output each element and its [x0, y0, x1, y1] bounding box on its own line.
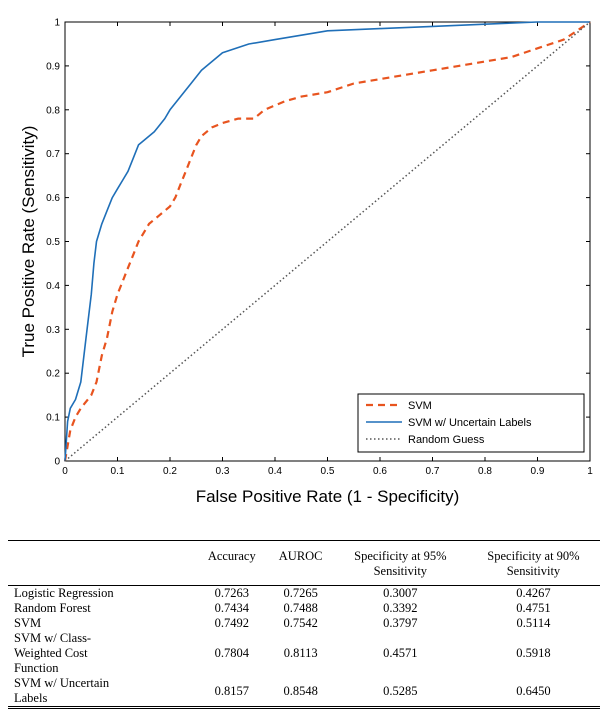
- metric-cell: 0.4267: [516, 586, 551, 600]
- header-method: [8, 541, 196, 586]
- y-tick-label: 1: [54, 18, 60, 29]
- header-spec-95: Specificity at 95% Sensitivity: [354, 549, 447, 578]
- metric-cell: 0.3007: [383, 586, 418, 600]
- x-tick-label: 0.6: [373, 466, 387, 477]
- metrics-table: Accuracy AUROC Specificity at 95% Sensit…: [8, 540, 600, 709]
- legend: SVM SVM w/ Uncertain Labels Random Guess: [357, 393, 585, 453]
- x-tick-label: 0.5: [321, 466, 335, 477]
- metric-cell: 0.7804: [214, 646, 249, 660]
- y-tick-label: 0.7: [46, 149, 60, 160]
- metric-cell: 0.5285: [383, 683, 418, 698]
- legend-label-1: SVM w/ Uncertain Labels: [408, 417, 532, 429]
- y-tick-label: 0: [54, 457, 60, 468]
- metric-cell: 0.5114: [516, 616, 551, 630]
- y-tick-label: 0.1: [46, 413, 60, 424]
- y-tick-label: 0.5: [46, 237, 60, 248]
- method-label: Logistic Regression: [14, 586, 114, 600]
- metric-cell: 0.5918: [516, 646, 551, 660]
- metric-cell: 0.4571: [383, 646, 418, 660]
- metric-cell: 0.7542: [283, 616, 318, 630]
- x-tick-label: 0.1: [111, 466, 125, 477]
- series-line-1: [64, 21, 590, 462]
- y-tick-label: 0.2: [46, 369, 60, 380]
- method-cell: SVM: [8, 616, 196, 631]
- method-label: SVM w/ Class-Weighted Cost Function: [14, 631, 92, 675]
- header-auroc: AUROC: [278, 549, 323, 563]
- x-tick-label: 0.4: [268, 466, 282, 477]
- x-tick-label: 0.7: [426, 466, 440, 477]
- results-table: Accuracy AUROC Specificity at 95% Sensit…: [8, 540, 600, 709]
- metric-cell: 0.3392: [383, 601, 418, 615]
- legend-box: [357, 393, 585, 453]
- x-axis-label: False Positive Rate (1 - Specificity): [196, 487, 460, 506]
- method-label: SVM: [14, 616, 42, 630]
- table-header-row: Accuracy AUROC Specificity at 95% Sensit…: [8, 540, 600, 586]
- metric-cell: 0.8157: [214, 683, 249, 698]
- method-cell: SVM w/ Class-Weighted Cost Function: [8, 631, 196, 676]
- roc-chart: 0 0.1 0.2 0.3 0.4 0.5 0.6 0.7 0.8 0.9 1 0 0.1 0.2 0.3 0…: [19, 18, 593, 507]
- metric-cell: 0.7263: [214, 586, 249, 600]
- table-row: Random Forest 0.7434 0.7488 0.3392 0.4751: [8, 601, 600, 616]
- metric-cell: 0.8113: [283, 646, 318, 660]
- x-tick-label: 0.9: [531, 466, 545, 477]
- method-label: SVM w/ Uncertain Labels: [14, 676, 110, 705]
- method-cell: Logistic Regression: [8, 586, 196, 602]
- y-tick-label: 0.9: [46, 61, 60, 72]
- y-tick-label: 0.4: [46, 281, 60, 292]
- method-cell: Random Forest: [8, 601, 196, 616]
- y-axis-label: True Positive Rate (Sensitivity): [19, 126, 38, 358]
- x-tick-label: 0.3: [216, 466, 230, 477]
- series-line-0: [63, 21, 591, 462]
- table-row: SVM w/ Class-Weighted Cost Function 0.780…: [8, 631, 600, 676]
- header-accuracy: Accuracy: [207, 549, 256, 563]
- x-tick-label: 0.2: [163, 466, 177, 477]
- method-label: Random Forest: [14, 601, 91, 615]
- legend-label-2: Random Guess: [408, 434, 485, 446]
- legend-label-0: SVM: [408, 400, 432, 412]
- series-group: [63, 21, 591, 462]
- metric-cell: 0.8548: [283, 683, 318, 698]
- metric-cell: 0.7492: [214, 616, 249, 630]
- metric-cell: 0.7434: [214, 601, 249, 615]
- header-spec-90: Specificity at 90% Sensitivity: [487, 549, 580, 578]
- table-row: SVM 0.7492 0.7542 0.3797 0.5114: [8, 616, 600, 631]
- metric-cell: 0.3797: [383, 616, 418, 630]
- y-tick-label: 0.8: [46, 105, 60, 116]
- method-cell: SVM w/ Uncertain Labels: [8, 676, 196, 708]
- table-body: Logistic Regression 0.7263 0.7265 0.3007 0.4…: [8, 586, 600, 708]
- table-row: SVM w/ Uncertain Labels 0.8157 0.8548 0.528…: [8, 676, 600, 708]
- y-tick-label: 0.6: [46, 193, 60, 204]
- x-tick-label: 1: [587, 466, 593, 477]
- y-tick-label: 0.3: [46, 325, 60, 336]
- metric-cell: 0.7265: [283, 586, 318, 600]
- x-tick-label: 0: [62, 466, 68, 477]
- axis-ticks: 0 0.1 0.2 0.3 0.4 0.5 0.6 0.7 0.8 0.9 1 0 0.1 0.2 0.3 0…: [46, 18, 593, 478]
- table-row: Logistic Regression 0.7263 0.7265 0.3007 0.4…: [8, 586, 600, 602]
- x-tick-label: 0.8: [478, 466, 492, 477]
- metric-cell: 0.6450: [516, 683, 551, 698]
- metric-cell: 0.7488: [283, 601, 318, 615]
- metric-cell: 0.4751: [516, 601, 551, 615]
